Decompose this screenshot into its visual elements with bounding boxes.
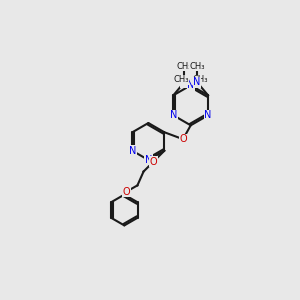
Text: CH₃: CH₃ [193, 75, 208, 84]
Text: N: N [187, 80, 194, 90]
Text: O: O [150, 157, 158, 166]
Text: N: N [194, 77, 201, 87]
Text: N: N [145, 155, 152, 165]
Text: CH₃: CH₃ [176, 61, 192, 70]
Text: O: O [123, 187, 130, 196]
Text: CH₃: CH₃ [173, 75, 189, 84]
Text: N: N [170, 110, 177, 120]
Text: CH₃: CH₃ [189, 61, 205, 70]
Text: N: N [204, 110, 212, 120]
Text: O: O [179, 134, 187, 144]
Text: N: N [181, 77, 188, 87]
Text: N: N [129, 146, 136, 156]
